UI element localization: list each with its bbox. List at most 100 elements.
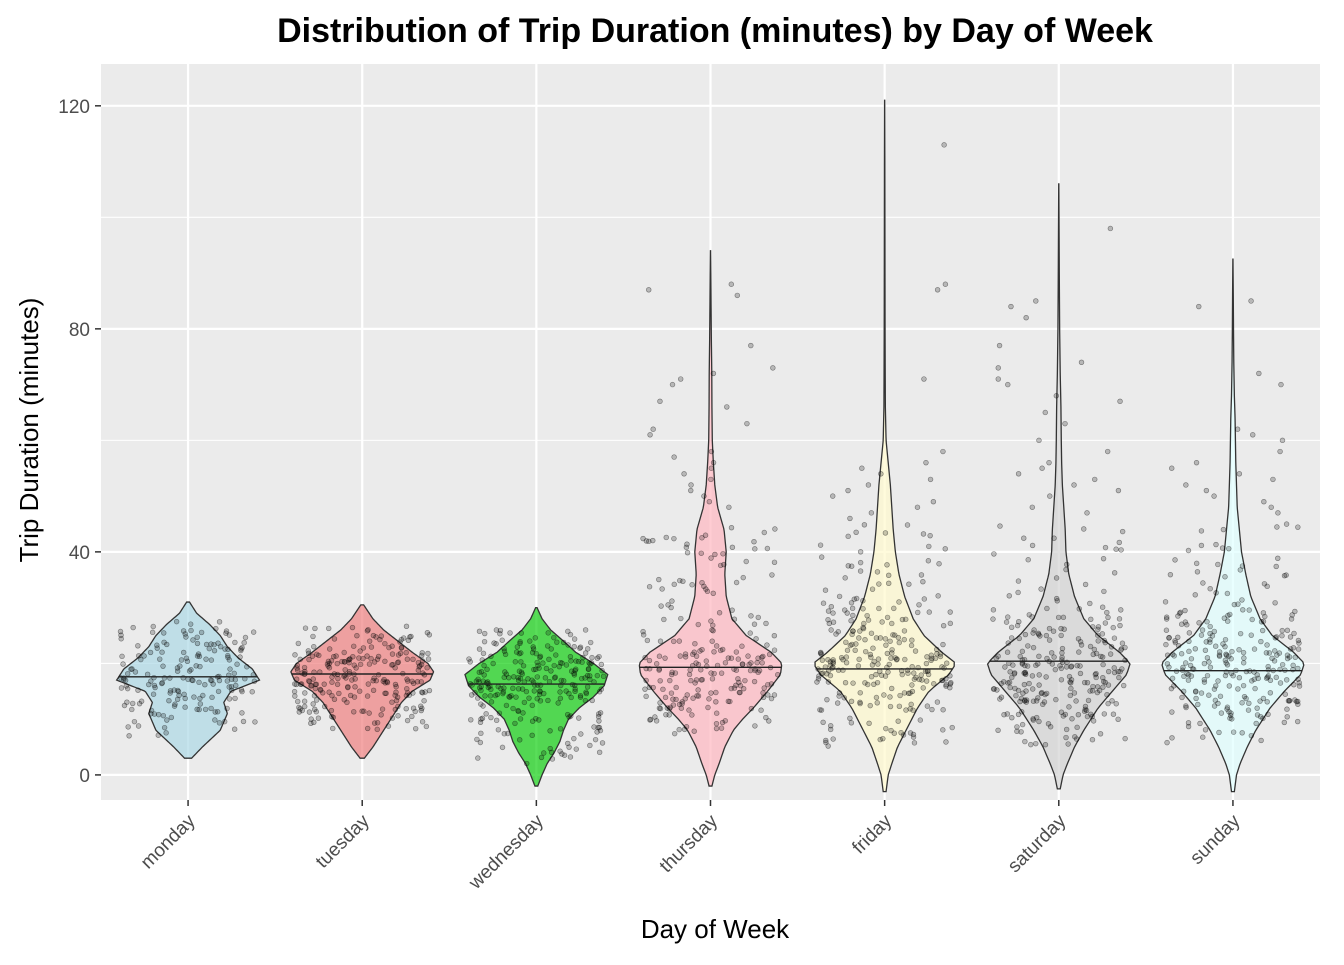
point-sunday — [1294, 718, 1301, 725]
point-tuesday — [297, 656, 303, 663]
point-tuesday — [312, 625, 318, 632]
outlier-point-saturday — [1071, 482, 1077, 488]
point-tuesday — [312, 681, 319, 688]
point-thursday — [733, 682, 739, 688]
point-tuesday — [415, 667, 422, 673]
point-wednesday — [551, 634, 557, 641]
point-tuesday — [336, 690, 342, 697]
point-friday — [884, 562, 890, 568]
point-thursday — [679, 701, 685, 707]
point-monday — [154, 642, 160, 648]
point-saturday — [1047, 724, 1054, 730]
point-wednesday — [537, 698, 544, 704]
point-tuesday — [326, 625, 332, 632]
point-wednesday — [597, 710, 604, 716]
outlier-point-friday — [914, 504, 921, 510]
point-friday — [943, 739, 949, 745]
point-friday — [909, 682, 915, 688]
point-saturday — [1117, 622, 1123, 629]
point-thursday — [646, 657, 653, 664]
point-friday — [947, 681, 954, 687]
point-wednesday — [558, 677, 564, 684]
point-monday — [167, 688, 174, 694]
point-tuesday — [344, 699, 350, 706]
point-sunday — [1204, 672, 1211, 679]
point-monday — [223, 628, 230, 634]
point-saturday — [1058, 709, 1065, 715]
point-tuesday — [392, 665, 398, 671]
point-monday — [151, 682, 158, 689]
point-saturday — [1021, 535, 1027, 541]
point-tuesday — [407, 634, 413, 640]
point-wednesday — [545, 630, 551, 636]
point-sunday — [1254, 672, 1260, 678]
point-monday — [228, 684, 235, 690]
point-monday — [206, 645, 212, 652]
point-monday — [232, 639, 238, 646]
point-saturday — [1077, 670, 1084, 677]
point-monday — [226, 632, 233, 638]
point-monday — [249, 689, 255, 695]
point-monday — [182, 695, 188, 702]
point-wednesday — [497, 631, 503, 637]
point-tuesday — [419, 705, 425, 712]
point-friday — [875, 661, 881, 667]
point-tuesday — [357, 661, 364, 668]
point-friday — [856, 635, 862, 641]
point-sunday — [1260, 610, 1267, 616]
point-wednesday — [503, 671, 510, 677]
point-thursday — [705, 704, 711, 711]
point-saturday — [1105, 682, 1112, 688]
point-friday — [853, 529, 859, 535]
point-wednesday — [578, 675, 585, 682]
point-wednesday — [587, 639, 594, 646]
point-saturday — [1004, 649, 1011, 655]
point-tuesday — [308, 683, 315, 689]
point-friday — [825, 617, 831, 623]
point-friday — [884, 614, 891, 621]
point-saturday — [1022, 670, 1028, 676]
point-sunday — [1252, 685, 1258, 692]
point-tuesday — [425, 656, 432, 662]
point-monday — [188, 627, 194, 634]
point-tuesday — [374, 726, 380, 733]
point-tuesday — [365, 627, 371, 633]
point-wednesday — [483, 711, 489, 717]
point-sunday — [1290, 645, 1297, 651]
point-saturday — [1064, 561, 1070, 568]
point-thursday — [698, 677, 705, 683]
point-tuesday — [313, 697, 320, 703]
point-thursday — [695, 687, 701, 693]
point-sunday — [1168, 685, 1175, 692]
point-wednesday — [568, 668, 575, 674]
point-saturday — [1023, 688, 1029, 694]
point-wednesday — [491, 640, 497, 646]
point-friday — [827, 672, 834, 679]
point-wednesday — [515, 686, 522, 692]
point-wednesday — [557, 695, 564, 702]
point-sunday — [1293, 698, 1300, 705]
point-sunday — [1296, 680, 1302, 686]
point-saturday — [1093, 674, 1099, 681]
point-saturday — [1021, 681, 1028, 688]
point-friday — [861, 620, 867, 627]
point-tuesday — [308, 716, 314, 722]
outlier-point-friday — [942, 281, 949, 287]
point-friday — [911, 740, 918, 746]
point-monday — [174, 668, 181, 674]
point-monday — [202, 681, 208, 688]
point-monday — [194, 653, 201, 659]
point-monday — [174, 665, 181, 671]
point-saturday — [1021, 698, 1028, 704]
point-wednesday — [568, 694, 574, 701]
point-monday — [118, 685, 125, 691]
point-saturday — [1118, 646, 1125, 652]
point-saturday — [1020, 690, 1026, 696]
point-friday — [947, 684, 953, 691]
point-saturday — [1045, 721, 1052, 727]
point-monday — [130, 624, 136, 631]
point-wednesday — [537, 654, 543, 661]
point-friday — [818, 651, 825, 657]
point-sunday — [1202, 727, 1209, 733]
point-monday — [159, 649, 165, 655]
